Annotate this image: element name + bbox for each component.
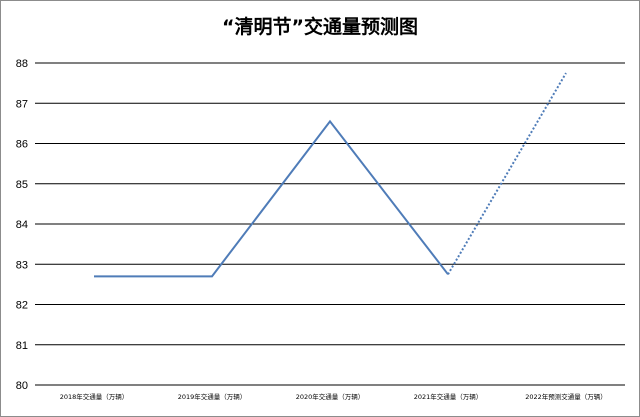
y-tick-label: 85 <box>16 179 28 191</box>
series-line-forecast <box>447 72 567 275</box>
x-tick-label: 2020年交通量（万辆） <box>296 392 365 401</box>
gridlines <box>35 62 625 386</box>
y-tick-label: 88 <box>16 58 28 70</box>
y-tick-label: 80 <box>16 380 28 392</box>
x-tick-label: 2021年交通量（万辆） <box>414 392 483 401</box>
x-axis-ticks: 2018年交通量（万辆） 2019年交通量（万辆） 2020年交通量（万辆） 2021… <box>60 392 607 401</box>
y-tick-label: 86 <box>16 139 28 151</box>
series-lines <box>93 72 567 278</box>
series-line-actual <box>94 119 449 278</box>
y-tick-label: 83 <box>16 259 28 271</box>
y-tick-label: 81 <box>16 340 28 352</box>
x-tick-label: 2018年交通量（万辆） <box>60 392 129 401</box>
y-tick-label: 82 <box>16 300 28 312</box>
y-tick-label: 84 <box>16 219 28 231</box>
y-tick-label: 87 <box>16 98 28 110</box>
x-tick-label: 2022年预测交通量（万辆） <box>525 392 607 401</box>
x-tick-label: 2019年交通量（万辆） <box>178 392 247 401</box>
chart-title: “清明节”交通量预测图 <box>222 16 418 38</box>
y-axis-ticks: 80 81 82 83 84 85 86 87 88 <box>16 58 28 392</box>
